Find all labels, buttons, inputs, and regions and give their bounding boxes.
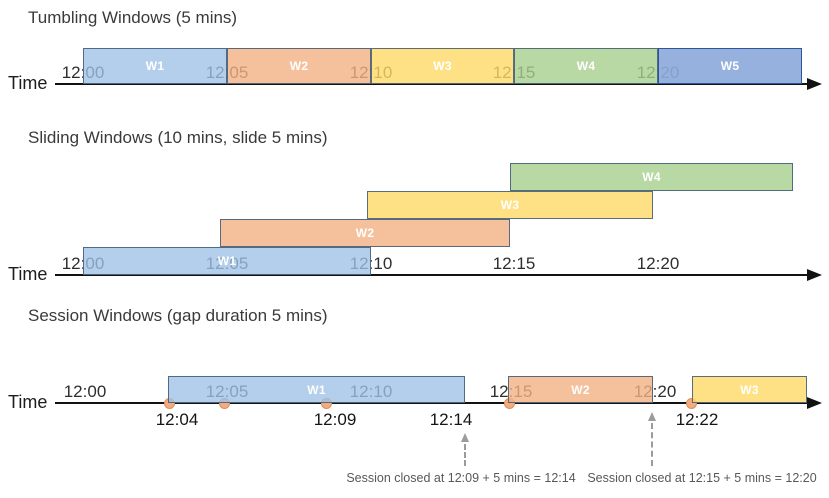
window-box-w3: W3 <box>692 376 807 403</box>
section-title-tumbling: Tumbling Windows (5 mins) <box>28 8 238 27</box>
window-box-w1: W1 <box>168 376 465 403</box>
axis-tick-label: 12:15 <box>492 254 536 273</box>
window-label: W4 <box>576 59 596 73</box>
axis-arrowhead-icon <box>807 78 822 90</box>
session-closed-annotation: Session closed at 12:09 + 5 mins = 12:14 <box>346 471 576 485</box>
axis-tick-label: 12:20 <box>636 254 680 273</box>
window-label: W3 <box>740 382 759 397</box>
window-label: W5 <box>720 59 740 73</box>
time-axis-label: Time <box>8 73 48 93</box>
window-label: W2 <box>355 226 375 240</box>
window-box-w2: W2 <box>227 48 371 84</box>
event-time-label: 12:22 <box>675 410 719 429</box>
time-axis <box>55 83 807 85</box>
section-title-session: Session Windows (gap duration 5 mins) <box>28 306 328 325</box>
window-box-w2: W2 <box>508 376 653 403</box>
window-box-w5: W5 <box>658 48 802 84</box>
window-label: W1 <box>307 382 326 397</box>
session-closed-arrow-stem <box>464 444 466 466</box>
window-box-w1: W1 <box>83 48 227 84</box>
window-box-w3: W3 <box>371 48 514 84</box>
window-label: W3 <box>433 59 452 73</box>
window-box-w4: W4 <box>514 48 658 84</box>
window-label: W2 <box>571 382 590 397</box>
event-time-label: 12:14 <box>429 410 473 429</box>
window-box-w1: W1 <box>83 247 371 275</box>
axis-arrowhead-icon <box>807 397 822 409</box>
window-box-w3: W3 <box>367 191 653 219</box>
window-box-w4: W4 <box>510 163 793 191</box>
window-label: W4 <box>642 170 661 184</box>
session-closed-arrow-icon <box>647 412 656 421</box>
time-axis-label: Time <box>8 264 48 284</box>
session-closed-arrow-stem <box>651 423 653 466</box>
axis-arrowhead-icon <box>807 269 822 281</box>
window-label: W3 <box>500 198 520 212</box>
time-axis <box>55 402 807 404</box>
event-time-label: 12:04 <box>155 410 199 429</box>
event-time-label: 12:09 <box>313 410 357 429</box>
axis-tick-label: 12:00 <box>63 382 107 401</box>
time-axis <box>55 274 807 276</box>
window-label: W1 <box>145 59 165 73</box>
session-closed-annotation: Session closed at 12:15 + 5 mins = 12:20 <box>587 471 817 485</box>
section-title-sliding: Sliding Windows (10 mins, slide 5 mins) <box>28 128 328 147</box>
window-box-w2: W2 <box>220 219 510 247</box>
time-axis-label: Time <box>8 392 48 412</box>
event-dot <box>685 397 697 409</box>
window-label: W1 <box>217 254 237 268</box>
session-closed-arrow-icon <box>460 433 469 442</box>
window-label: W2 <box>289 59 309 73</box>
